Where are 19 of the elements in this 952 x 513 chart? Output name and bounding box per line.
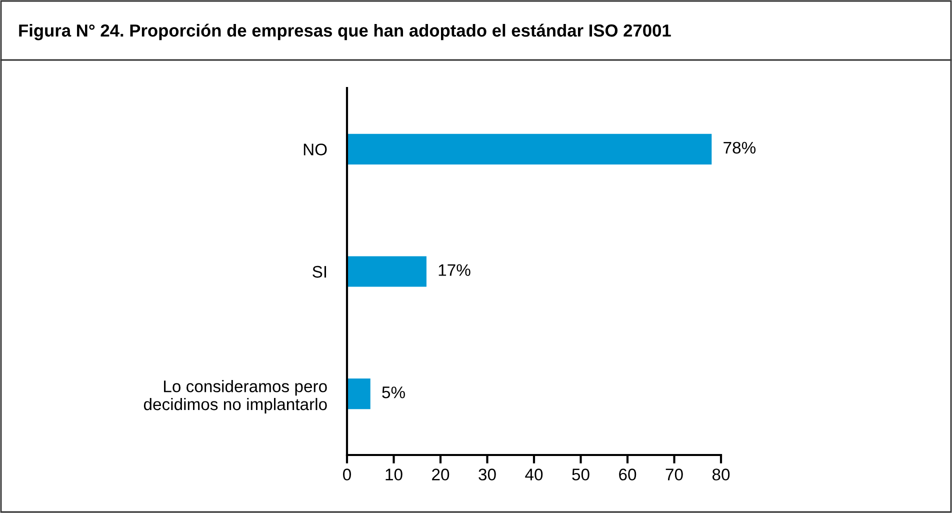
y-tick-label: SI bbox=[312, 266, 326, 278]
chart-title: Figura N° 24. Proporción de empresas que han adoptado el estándar ISO 27001 bbox=[19, 24, 671, 40]
y-tick-label: NO bbox=[304, 144, 327, 156]
x-tick-label: 50 bbox=[572, 468, 590, 480]
bar bbox=[347, 134, 712, 164]
bar bbox=[347, 378, 370, 410]
bar bbox=[347, 256, 426, 287]
x-tick-label: 80 bbox=[712, 468, 730, 480]
x-tick-label: 40 bbox=[525, 468, 543, 480]
x-tick-label: 20 bbox=[432, 468, 450, 480]
x-tick-label: 60 bbox=[619, 468, 636, 480]
data-label: 17% bbox=[438, 264, 470, 276]
x-tick-label: 10 bbox=[386, 468, 402, 480]
data-label: 78% bbox=[724, 142, 756, 154]
x-tick-label: 30 bbox=[478, 468, 496, 480]
data-label: 5% bbox=[382, 386, 405, 398]
x-tick-label: 0 bbox=[343, 468, 351, 480]
x-tick-label: 70 bbox=[666, 468, 683, 480]
y-tick-label: Lo consideramos pero decidimos no implantarlo bbox=[144, 380, 327, 414]
